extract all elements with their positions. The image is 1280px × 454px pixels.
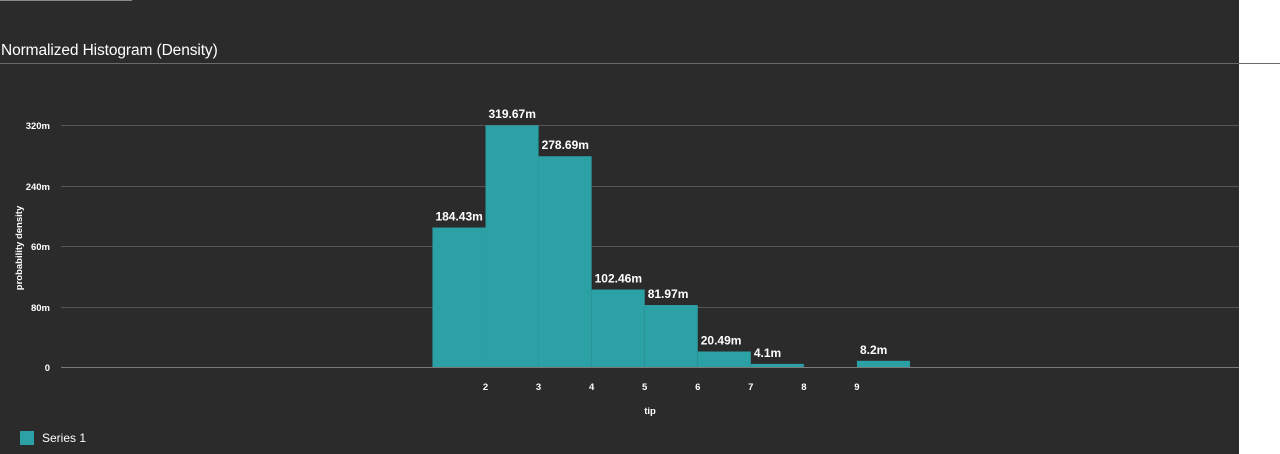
histogram-bar xyxy=(644,305,698,367)
y-tick-label: 320m xyxy=(26,121,50,132)
bar-value-label: 184.43m xyxy=(435,210,482,224)
bar-value-label: 4.1m xyxy=(754,346,781,360)
histogram-bar xyxy=(856,360,911,367)
bar-value-label: 319.67m xyxy=(489,107,536,121)
x-tick-label: 8 xyxy=(801,382,806,393)
histogram-bar xyxy=(485,125,539,367)
y-axis-title: probability density xyxy=(14,205,25,290)
y-tick-label: 60m xyxy=(31,242,50,253)
y-tick-label: 240m xyxy=(26,182,50,193)
histogram-bar xyxy=(750,363,804,367)
legend-label: Series 1 xyxy=(42,431,87,445)
bar-value-label: 81.97m xyxy=(648,287,689,301)
x-tick-label: 3 xyxy=(536,382,541,393)
bar-value-label: 8.2m xyxy=(860,343,887,357)
y-tick-label: 80m xyxy=(31,303,50,314)
legend[interactable]: Series 1 xyxy=(20,431,86,445)
x-tick-label: 6 xyxy=(695,382,700,393)
x-tick-label: 4 xyxy=(589,382,595,393)
x-tick-label: 7 xyxy=(748,382,753,393)
histogram-chart: 0 80m 60m 240m 320m 184.43m 319.67m 278.69m 102.… xyxy=(14,107,1239,417)
x-tick-label: 2 xyxy=(483,382,488,393)
histogram-bar xyxy=(697,351,751,367)
x-tick-label: 9 xyxy=(854,382,859,393)
bar-value-label: 102.46m xyxy=(595,272,642,286)
top-tab-indicator xyxy=(0,0,132,1)
histogram-bar xyxy=(538,156,592,367)
x-axis-title: tip xyxy=(644,406,656,417)
title-divider xyxy=(0,63,1280,64)
chart-panel: Normalized Histogram (Density) xyxy=(0,0,1239,454)
legend-swatch xyxy=(20,431,34,445)
histogram-bar xyxy=(432,227,486,367)
bar-value-label: 278.69m xyxy=(542,138,589,152)
y-tick-label: 0 xyxy=(45,363,50,374)
x-tick-label: 5 xyxy=(642,382,648,393)
chart-title: Normalized Histogram (Density) xyxy=(1,42,218,59)
bar-value-label: 20.49m xyxy=(701,334,742,348)
histogram-bar xyxy=(591,289,645,367)
